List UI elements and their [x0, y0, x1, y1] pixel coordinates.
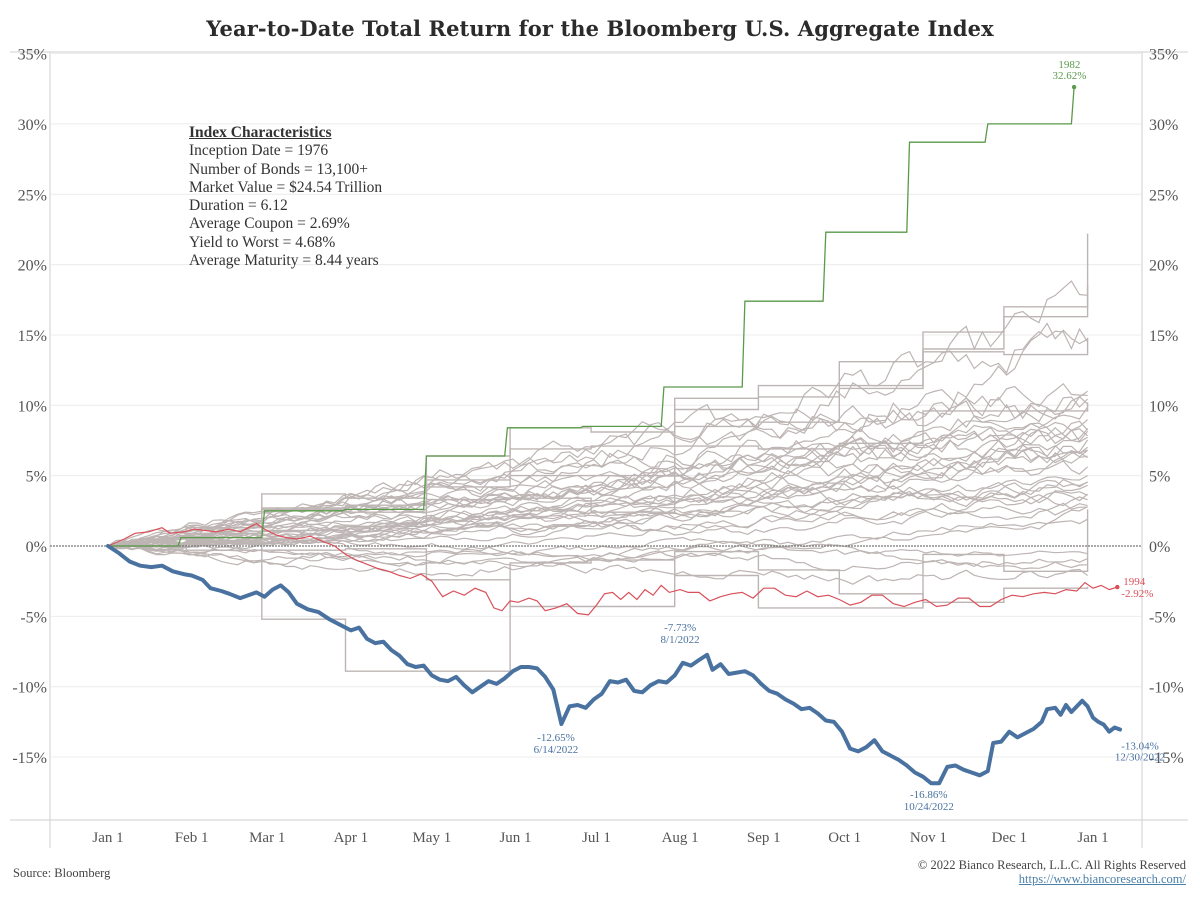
- y-axis-right: 35% 30% 25% 20% 15% 10% 5% 0% -5% -10% -15%: [1149, 47, 1184, 767]
- inception-date: Inception Date = 1976: [189, 142, 329, 160]
- x-tick-label: Feb 1: [175, 830, 209, 846]
- y-tick-label-right: 10%: [1149, 398, 1178, 415]
- yield-to-worst: Yield to Worst = 4.68%: [189, 233, 336, 251]
- other-year-line: [107, 506, 1088, 567]
- annotation-value: -12.65%: [537, 732, 575, 744]
- average-coupon: Average Coupon = 2.69%: [189, 215, 350, 233]
- y-tick-label-right: 25%: [1149, 187, 1178, 204]
- market-value: Market Value = $24.54 Trillion: [189, 178, 383, 196]
- average-maturity: Average Maturity = 8.44 years: [189, 252, 379, 270]
- y-tick-label-right: 0%: [1149, 539, 1170, 556]
- line-1994: [107, 522, 1118, 616]
- other-year-stepped-line: [108, 285, 1089, 547]
- y-tick-label-left: 15%: [18, 328, 47, 345]
- y-tick-label-left: 20%: [18, 258, 47, 275]
- other-year-line: [107, 491, 1088, 548]
- x-axis: Jan 1 Feb 1 Mar 1 Apr 1 May 1 Jun 1 Jul 1 Aug 1…: [92, 830, 1108, 846]
- x-tick-label: Jul 1: [582, 830, 611, 846]
- y-tick-label-right: -15%: [1149, 750, 1184, 767]
- series-1982: [108, 84, 1077, 547]
- y-tick-label-right: -10%: [1149, 680, 1184, 697]
- chart-title: Year-to-Date Total Return for the Bloomb…: [206, 16, 994, 41]
- y-tick-label-right: 5%: [1149, 469, 1170, 486]
- source-note: Source: Bloomberg: [13, 866, 111, 880]
- index-characteristics-heading: Index Characteristics: [189, 124, 332, 141]
- series-2022: [106, 544, 1122, 786]
- other-year-line: [107, 503, 1088, 551]
- endpoint-1982: [1071, 84, 1077, 90]
- website-link[interactable]: https://www.biancoresearch.com/: [1018, 872, 1186, 886]
- other-year-line: [107, 390, 1088, 547]
- other-year-line: [107, 449, 1088, 547]
- annotation-date: 12/30/2022: [1115, 751, 1165, 763]
- y-tick-label-right: 15%: [1149, 328, 1178, 345]
- y-tick-label-left: -15%: [12, 750, 47, 767]
- y-tick-label-right: 30%: [1149, 117, 1178, 134]
- x-tick-label: Dec 1: [992, 830, 1027, 846]
- label-1982-value: 32.62%: [1052, 70, 1086, 82]
- label-1994-value: -2.92%: [1121, 588, 1153, 600]
- other-year-line: [107, 539, 1088, 572]
- line-2022: [106, 544, 1122, 786]
- copyright-block: © 2022 Bianco Research, L.L.C. All Right…: [918, 858, 1186, 886]
- y-axis-left: 35% 30% 25% 20% 15% 10% 5% 0% -5% -10% -15%: [12, 47, 47, 767]
- other-year-line: [107, 541, 1088, 585]
- annotation-value: -7.73%: [664, 622, 696, 634]
- x-tick-label: Jun 1: [499, 830, 531, 846]
- other-year-stepped-line: [108, 542, 1089, 608]
- y-tick-label-left: -10%: [12, 680, 47, 697]
- copyright-text: © 2022 Bianco Research, L.L.C. All Right…: [917, 858, 1186, 872]
- x-tick-label: Sep 1: [747, 830, 781, 846]
- y-tick-label-left: 5%: [26, 469, 47, 486]
- other-year-line: [107, 538, 1088, 570]
- plot-frame: [10, 51, 1188, 848]
- other-year-line: [107, 322, 1088, 547]
- x-tick-label: Nov 1: [910, 830, 947, 846]
- number-of-bonds: Number of Bonds = 13,100+: [189, 160, 368, 178]
- y-tick-label-left: -5%: [20, 609, 47, 626]
- x-tick-label: May 1: [412, 830, 451, 846]
- annotation-date: 10/24/2022: [904, 801, 954, 813]
- duration: Duration = 6.12: [189, 197, 288, 215]
- x-tick-label: Apr 1: [334, 830, 369, 846]
- x-tick-label: Mar 1: [249, 830, 285, 846]
- other-years-series: [107, 233, 1089, 672]
- y-tick-label-left: 0%: [26, 539, 47, 556]
- x-tick-label: Aug 1: [662, 830, 699, 846]
- y-tick-label-right: 20%: [1149, 258, 1178, 275]
- y-tick-label-right: 35%: [1149, 47, 1178, 64]
- annotation-value: -13.04%: [1121, 740, 1159, 752]
- annotation-date: 8/1/2022: [661, 634, 700, 646]
- annotation-value: -16.86%: [910, 789, 948, 801]
- line-1982: [108, 86, 1075, 547]
- other-year-line: [107, 492, 1088, 548]
- endpoint-1994: [1115, 584, 1120, 590]
- annotation-date: 6/14/2022: [534, 744, 579, 756]
- x-tick-label: Jan 1: [1077, 830, 1108, 846]
- y-tick-label-right: -5%: [1149, 609, 1176, 626]
- y-tick-label-left: 30%: [18, 117, 47, 134]
- other-year-stepped-line: [108, 402, 1089, 547]
- index-characteristics: Index Characteristics Inception Date = 1…: [189, 124, 382, 270]
- other-year-line: [107, 532, 1088, 557]
- x-tick-label: Jan 1: [92, 830, 123, 846]
- label-1982-year: 1982: [1058, 59, 1080, 71]
- x-tick-label: Oct 1: [828, 830, 861, 846]
- other-year-stepped-line: [108, 337, 1089, 547]
- label-1994-year: 1994: [1123, 576, 1146, 588]
- y-tick-label-left: 35%: [18, 47, 47, 64]
- other-year-line: [107, 478, 1088, 547]
- other-year-line: [107, 447, 1088, 548]
- series-1994: [107, 522, 1120, 616]
- y-tick-label-left: 10%: [18, 398, 47, 415]
- y-tick-label-left: 25%: [18, 187, 47, 204]
